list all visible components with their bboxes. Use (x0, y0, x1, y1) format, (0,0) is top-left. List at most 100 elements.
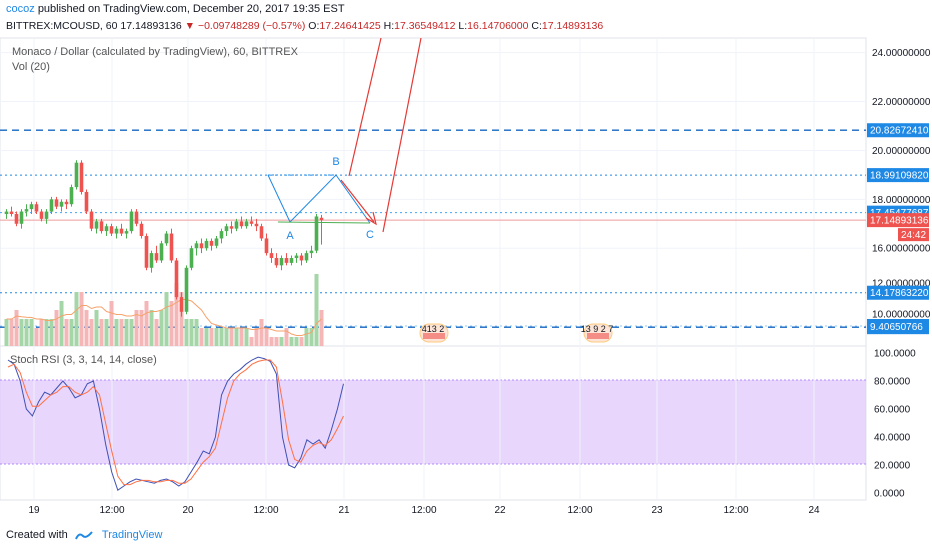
candle-body (219, 231, 224, 239)
candle-body (54, 199, 59, 207)
grid (0, 38, 866, 500)
volume-bar (309, 328, 314, 346)
price-label: 14.17863220 (870, 288, 929, 299)
volume-bar (159, 310, 164, 346)
event-markers: 413 2 13 9 2 7 (419, 323, 613, 343)
volume-bar (234, 328, 239, 346)
last-price: 17.14893136 (120, 20, 182, 32)
volume-bar (149, 310, 154, 346)
rsi-tick-label: 80.0000 (874, 377, 911, 388)
symbol-name[interactable]: BITTREX:MCOUSD, 60 (6, 20, 118, 32)
close-value: 17.14893136 (541, 20, 604, 32)
price-label-box (867, 123, 929, 138)
candle-body (164, 233, 169, 244)
volume-bar (129, 319, 134, 346)
time-axis[interactable]: 19 12:00 20 12:00 21 12:00 22 12:00 23 12:00 24 (28, 505, 820, 516)
candle-body (14, 214, 19, 224)
volume-bar (224, 328, 229, 346)
candle-body (109, 226, 114, 234)
created-with-text: Created with (6, 529, 68, 541)
volume-bar (164, 292, 169, 346)
tradingview-link[interactable]: TradingView (101, 529, 163, 541)
candle-body (64, 201, 69, 205)
volume-bar (239, 328, 244, 346)
volume-bar (39, 319, 44, 346)
candle-body (149, 253, 154, 268)
projection-up-line-2 (382, 38, 422, 233)
candle-body (294, 255, 299, 258)
candle-body (124, 231, 129, 234)
volume-bar (19, 319, 24, 346)
candle-body (299, 255, 304, 261)
candle-body (129, 211, 134, 232)
candle-body (199, 243, 204, 249)
candle-body (234, 221, 239, 229)
volume-bar (259, 319, 264, 346)
volume-bar (254, 328, 259, 346)
volume-bar (124, 319, 129, 346)
volume-bar (204, 328, 209, 346)
stoch-rsi-legend[interactable]: Stoch RSI (3, 3, 14, 14, close) (10, 354, 157, 366)
volume-bar (14, 310, 19, 346)
candle-body (304, 253, 309, 261)
volume-bar (144, 301, 149, 346)
price-change: −0.09748289 (−0.57%) (197, 20, 306, 32)
volume-bar (134, 310, 139, 346)
symbol-info: BITTREX:MCOUSD, 60 17.14893136 ▼ −0.0974… (6, 20, 603, 32)
volume-bar (319, 310, 324, 346)
volume-bar (209, 328, 214, 346)
candle-body (229, 226, 234, 229)
price-label-box (867, 168, 929, 183)
x-tick-label: 19 (28, 505, 40, 516)
candle-body (239, 221, 244, 227)
price-axis[interactable]: 24.00000000 22.00000000 20.00000000 18.0000… (867, 48, 931, 335)
candle-body (274, 258, 279, 266)
volume-bar (184, 319, 189, 346)
volume-bar (299, 337, 304, 346)
volume-bar (79, 292, 84, 346)
tradingview-logo-icon[interactable] (74, 530, 93, 541)
candle-body (254, 223, 259, 227)
volume-bar (84, 310, 89, 346)
volume-bar (229, 328, 234, 346)
y-tick-label: 18.00000000 (872, 195, 931, 206)
arrow-head-icon (365, 211, 377, 226)
volume-ma-line (6, 299, 322, 336)
x-tick-label: 23 (651, 505, 663, 516)
pattern-label-c: C (366, 229, 374, 241)
candle-body (194, 243, 199, 249)
main-pane[interactable] (0, 37, 867, 347)
projection-up-line (348, 38, 382, 177)
volume-bar (59, 301, 64, 346)
candle-body (39, 211, 44, 219)
volume-bar (54, 310, 59, 346)
high-value: 17.36549412 (394, 20, 456, 32)
author-link[interactable]: cocoz (6, 3, 35, 15)
publish-text: published on TradingView.com, December 2… (37, 3, 345, 15)
candle-body (139, 223, 144, 236)
candle-body (264, 238, 269, 254)
volume-bar (284, 328, 289, 346)
candle-body (284, 258, 289, 263)
volume-bar (64, 319, 69, 346)
candle-body (184, 267, 189, 312)
volume-bar (139, 310, 144, 346)
y-tick-label: 10.00000000 (872, 310, 931, 321)
main-legend[interactable]: Monaco / Dollar (calculated by TradingVi… (12, 46, 298, 58)
candle-body (19, 211, 24, 224)
stoch-rsi-lines (7, 356, 344, 491)
candle-body (309, 250, 314, 254)
candle-body (59, 201, 64, 207)
rsi-axis[interactable]: 100.0000 80.0000 60.0000 40.0000 20.0000 0.00… (874, 349, 916, 500)
low-label: L: (458, 20, 468, 32)
candlesticks (4, 160, 324, 317)
volume-legend[interactable]: Vol (20) (12, 61, 50, 73)
pattern-label-b: B (332, 156, 339, 168)
volume-bar (294, 337, 299, 346)
projection-down-line (340, 179, 375, 223)
price-label-box (867, 213, 929, 228)
flag-icon (587, 333, 609, 339)
candle-body (179, 297, 184, 312)
candle-body (69, 187, 74, 205)
volume-bar (89, 319, 94, 346)
